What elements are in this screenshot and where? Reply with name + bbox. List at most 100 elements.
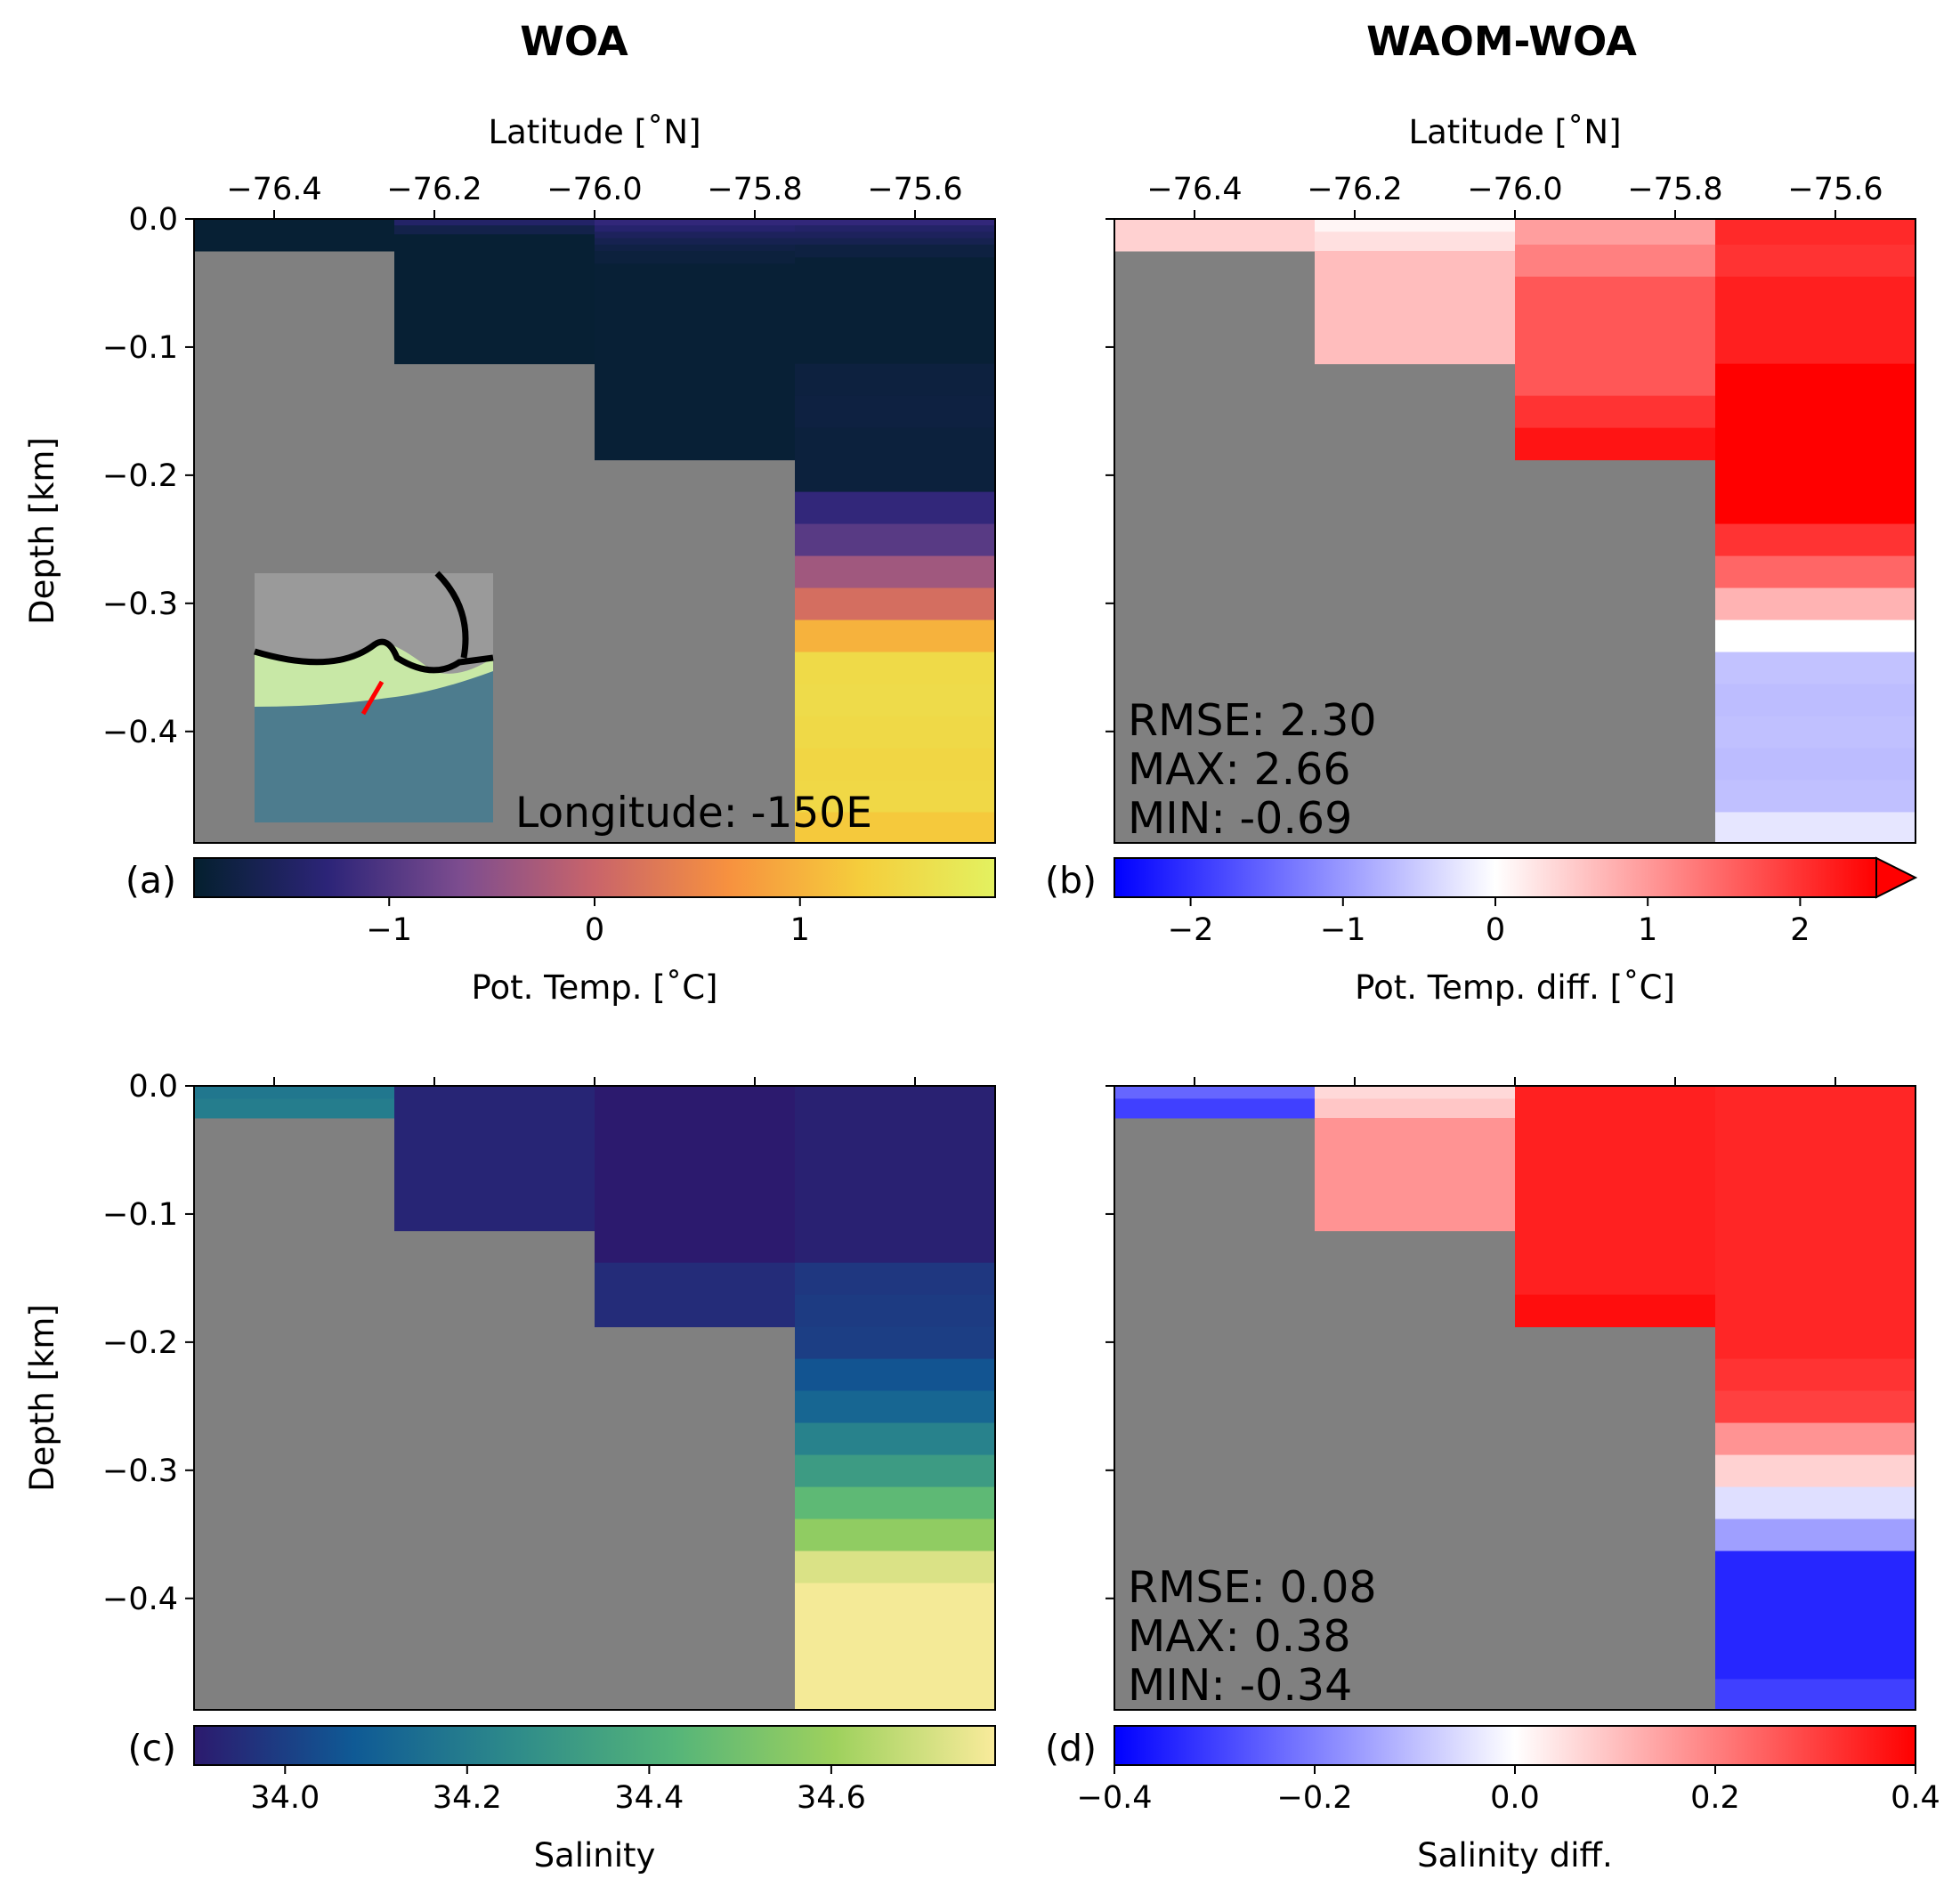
panel-b: −76.4 −76.2 −76.0 −75.8 −75.6 Latitude [˚N] RM…	[1045, 113, 1918, 1007]
y-tick-label: −0.2	[102, 458, 178, 494]
heatmap-cell	[795, 219, 996, 226]
heatmap-cell	[795, 1422, 996, 1456]
heatmap-cell	[795, 257, 996, 365]
y-tick-label: −0.3	[102, 1454, 178, 1489]
colorbar-bar	[1114, 857, 1877, 898]
heatmap-cell	[394, 1086, 595, 1232]
heatmap-cell	[1515, 395, 1716, 429]
stats-text: MIN: -0.69	[1128, 793, 1352, 844]
heatmap-cell	[1715, 1086, 1916, 1360]
colorbar-tick-label: 0	[1486, 912, 1505, 948]
heatmap-cell	[595, 219, 796, 226]
heatmap-cell	[394, 234, 595, 365]
colorbar: −0.4 −0.2 0.0 0.2 0.4 Salinity diff.	[1077, 1725, 1940, 1875]
heatmap-cell	[1715, 1422, 1916, 1456]
y-tick-label: −0.1	[102, 1197, 178, 1233]
y-axis-label: Depth [km]	[23, 1304, 61, 1492]
colorbar-tick-label: 0.4	[1891, 1780, 1940, 1816]
heatmap-cell	[795, 1551, 996, 1583]
colorbar-tick-label: −1	[366, 912, 412, 948]
heatmap-cell	[1515, 219, 1716, 246]
stats-text: RMSE: 2.30	[1128, 695, 1377, 746]
heatmap-cell	[795, 225, 996, 232]
heatmap-cell	[194, 1086, 395, 1099]
heatmap-cell	[595, 1262, 796, 1328]
heatmap-cell	[795, 748, 996, 781]
heatmap-cell	[1114, 1086, 1316, 1099]
colorbar-tick-label: −2	[1168, 912, 1214, 948]
colorbar-tick-label: 0.0	[1490, 1780, 1540, 1816]
heatmap-cell	[795, 684, 996, 717]
inset-map	[253, 571, 494, 822]
heatmap-cell	[1715, 684, 1916, 717]
heatmap-cell	[1315, 1086, 1516, 1099]
colorbar-tick-label: 1	[1638, 912, 1657, 948]
heatmap-cell	[795, 1390, 996, 1424]
heatmap-cell	[795, 523, 996, 557]
heatmap-cell	[1315, 219, 1516, 232]
heatmap-cell	[595, 244, 796, 252]
heatmap-cell	[1515, 244, 1716, 278]
stats-text: MAX: 0.38	[1128, 1611, 1351, 1662]
colorbar-tick-label: 34.4	[614, 1780, 684, 1816]
heatmap-cell	[394, 219, 595, 226]
heatmap-cell	[1715, 276, 1916, 365]
heatmap-cell	[1315, 1117, 1516, 1232]
y-tick-label: −0.2	[102, 1325, 178, 1361]
heatmap-cell	[1715, 716, 1916, 749]
heatmap-cell	[795, 1583, 996, 1711]
stats-text: MIN: -0.34	[1128, 1660, 1352, 1711]
heatmap-cell	[1715, 1390, 1916, 1424]
heatmap-cell	[795, 395, 996, 429]
stats-text: RMSE: 0.08	[1128, 1562, 1377, 1613]
column-title-right: WAOM-WOA	[1366, 18, 1637, 65]
x-tick-label: −75.6	[1787, 172, 1883, 207]
colorbar-extend-arrow	[1875, 856, 1918, 899]
heatmap-cell	[1715, 1358, 1916, 1392]
colorbar: −2 −1 0 1 2 Pot. Temp. diff. [˚C]	[1114, 856, 1918, 1007]
colorbar-bar	[1114, 1725, 1916, 1766]
x-tick-label: −76.2	[1307, 172, 1402, 207]
heatmap-cell	[1715, 780, 1916, 813]
x-tick-label: −75.8	[1627, 172, 1722, 207]
heatmap-cell	[795, 238, 996, 246]
heatmap-cell	[394, 225, 595, 235]
heatmap-cell	[595, 238, 796, 246]
heatmap-cell	[1114, 219, 1316, 252]
colorbar-tick-label: 34.0	[250, 1780, 320, 1816]
x-tick-label: −75.8	[707, 172, 802, 207]
heatmap-cell	[795, 716, 996, 749]
panel-letter: (b)	[1045, 859, 1097, 902]
panel-a: Longitude: -150E −76.4 −76.2 −76.0 −75.8 −75.…	[23, 113, 996, 1007]
heatmap-cell	[1715, 363, 1916, 525]
heatmap-cell	[595, 225, 796, 232]
heatmap-cell	[1715, 523, 1916, 557]
x-tick-label: −76.2	[386, 172, 482, 207]
heatmap-cell	[795, 1262, 996, 1296]
y-tick-label: −0.4	[102, 1582, 178, 1617]
panel-letter: (d)	[1045, 1727, 1097, 1769]
inset-section-line	[360, 680, 385, 716]
heatmap-cell	[1715, 1551, 1916, 1680]
heatmap-cell	[795, 1086, 996, 1264]
y-tick-label: −0.1	[102, 330, 178, 366]
heatmap-cell	[795, 555, 996, 589]
heatmap-cell	[1114, 1098, 1316, 1119]
heatmap-cell	[1715, 1679, 1916, 1711]
colorbar-tick-label: 0	[585, 912, 604, 948]
x-axis-label: Latitude [˚N]	[488, 113, 701, 151]
heatmap-cell	[1315, 231, 1516, 252]
colorbar-tick-label: 34.6	[797, 1780, 866, 1816]
heatmap-cell	[795, 427, 996, 493]
heatmap-cell	[1715, 587, 1916, 621]
heatmap-cell	[194, 219, 395, 252]
heatmap-cell	[795, 587, 996, 621]
colorbar-label: Salinity	[534, 1836, 656, 1875]
colorbar-tick-label: 2	[1790, 912, 1810, 948]
heatmap-cell	[1715, 748, 1916, 781]
x-axis-label: Latitude [˚N]	[1408, 113, 1621, 151]
heatmap-cell	[795, 491, 996, 525]
heatmap-cell	[1715, 620, 1916, 653]
